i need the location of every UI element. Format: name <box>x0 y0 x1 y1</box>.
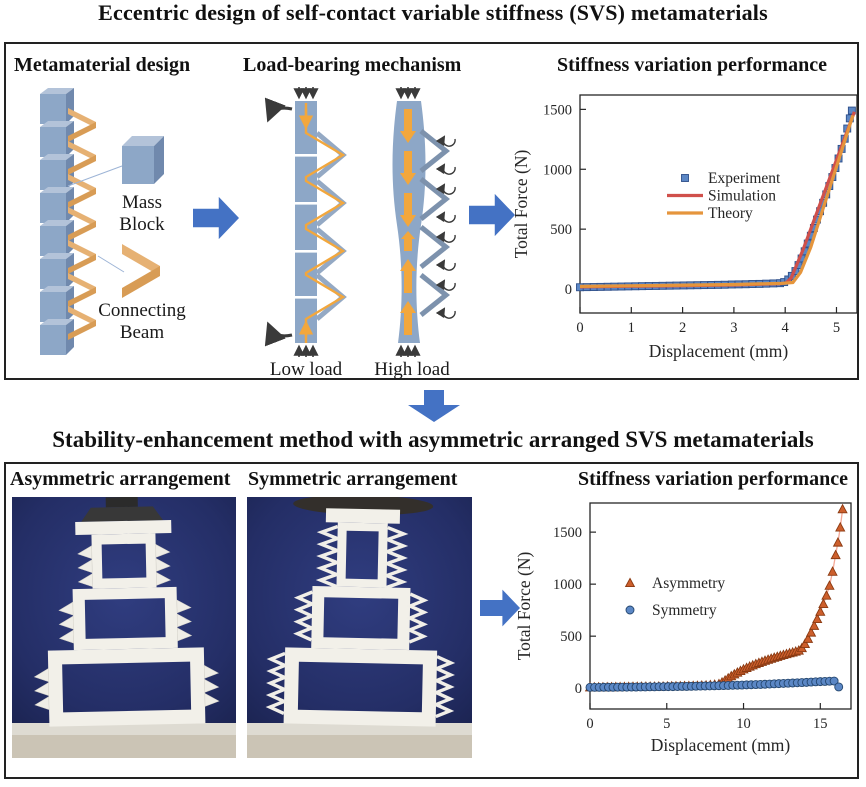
svg-text:1500: 1500 <box>543 102 572 118</box>
connecting-beam-label-line1: Connecting <box>98 300 186 321</box>
low-load-diagram <box>264 87 347 357</box>
svg-text:0: 0 <box>565 282 572 298</box>
plot-box <box>579 94 858 314</box>
stiffness-chart-top: 0 1 2 3 4 5 0 500 1000 1500 Displacement (mm) Total… <box>511 94 858 361</box>
high-load-diagram <box>392 87 456 357</box>
figure-title-top: Eccentric design of self-contact variabl… <box>98 0 768 25</box>
svg-text:0: 0 <box>575 681 582 697</box>
header-stiffness-performance-top: Stiffness variation performance <box>557 54 827 76</box>
svg-text:5: 5 <box>833 320 840 336</box>
header-asymmetric-arrangement: Asymmetric arrangement <box>10 468 231 490</box>
flow-arrow-right-1 <box>193 196 239 240</box>
flow-arrow-down <box>408 390 460 422</box>
header-symmetric-arrangement: Symmetric arrangement <box>248 468 458 490</box>
svg-text:2: 2 <box>679 320 686 336</box>
svg-text:1000: 1000 <box>553 577 582 593</box>
asymmetry-series <box>584 503 848 692</box>
legend-label: Simulation <box>708 188 776 205</box>
header-metamaterial-design: Metamaterial design <box>14 54 191 76</box>
svg-text:5: 5 <box>663 716 670 732</box>
y-axis-label: Total Force (N) <box>514 552 534 661</box>
header-stiffness-performance-bottom: Stiffness variation performance <box>578 468 848 490</box>
svg-text:0: 0 <box>586 716 593 732</box>
theory-series <box>579 114 855 288</box>
internal-force-arrows <box>400 109 416 335</box>
connecting-beam-icon <box>122 244 160 298</box>
spring-serrations <box>315 524 409 590</box>
load-bearing-mechanism-illustration: Low load High load <box>264 87 475 380</box>
symmetric-arrangement-photo <box>247 497 472 758</box>
serrated-teeth <box>77 543 171 588</box>
svg-text:1000: 1000 <box>543 162 572 178</box>
figure-title-bottom: Stability-enhancement method with asymme… <box>52 427 814 452</box>
asymmetric-arrangement-photo <box>12 497 236 758</box>
mass-block-label-line1: Mass <box>122 192 162 213</box>
svg-text:15: 15 <box>813 716 828 732</box>
svg-text:1500: 1500 <box>553 525 582 541</box>
svg-text:500: 500 <box>560 629 582 645</box>
x-axis-label: Displacement (mm) <box>649 341 789 361</box>
legend-label: Theory <box>708 205 753 222</box>
header-load-bearing-mechanism: Load-bearing mechanism <box>243 54 462 76</box>
symmetry-series <box>585 676 844 692</box>
svg-text:3: 3 <box>730 320 737 336</box>
legend-label: Experiment <box>708 170 781 187</box>
legend-label: Symmetry <box>652 602 717 619</box>
mass-block-icon <box>122 136 164 184</box>
x-axis-label: Displacement (mm) <box>651 735 791 755</box>
press-head <box>105 497 138 508</box>
flow-arrow-right-2 <box>469 193 515 237</box>
metamaterial-design-illustration: Mass Block Connecting Beam <box>40 88 186 355</box>
svg-text:4: 4 <box>782 320 790 336</box>
svg-text:0: 0 <box>576 320 583 336</box>
flow-arrow-right-3 <box>480 589 520 627</box>
svg-text:10: 10 <box>736 716 751 732</box>
low-load-label: Low load <box>270 359 343 380</box>
mass-block-label-line2: Block <box>119 214 165 235</box>
legend-label: Asymmetry <box>652 575 725 592</box>
connecting-beam-label-line2: Beam <box>120 322 165 343</box>
svg-text:1: 1 <box>628 320 635 336</box>
svg-text:500: 500 <box>550 222 572 238</box>
plot-box <box>589 502 852 710</box>
stiffness-chart-bottom: 0 5 10 15 0 500 1000 1500 Displacement (mm) Total… <box>514 502 852 755</box>
y-axis-label: Total Force (N) <box>511 150 531 259</box>
high-load-label: High load <box>374 359 450 380</box>
